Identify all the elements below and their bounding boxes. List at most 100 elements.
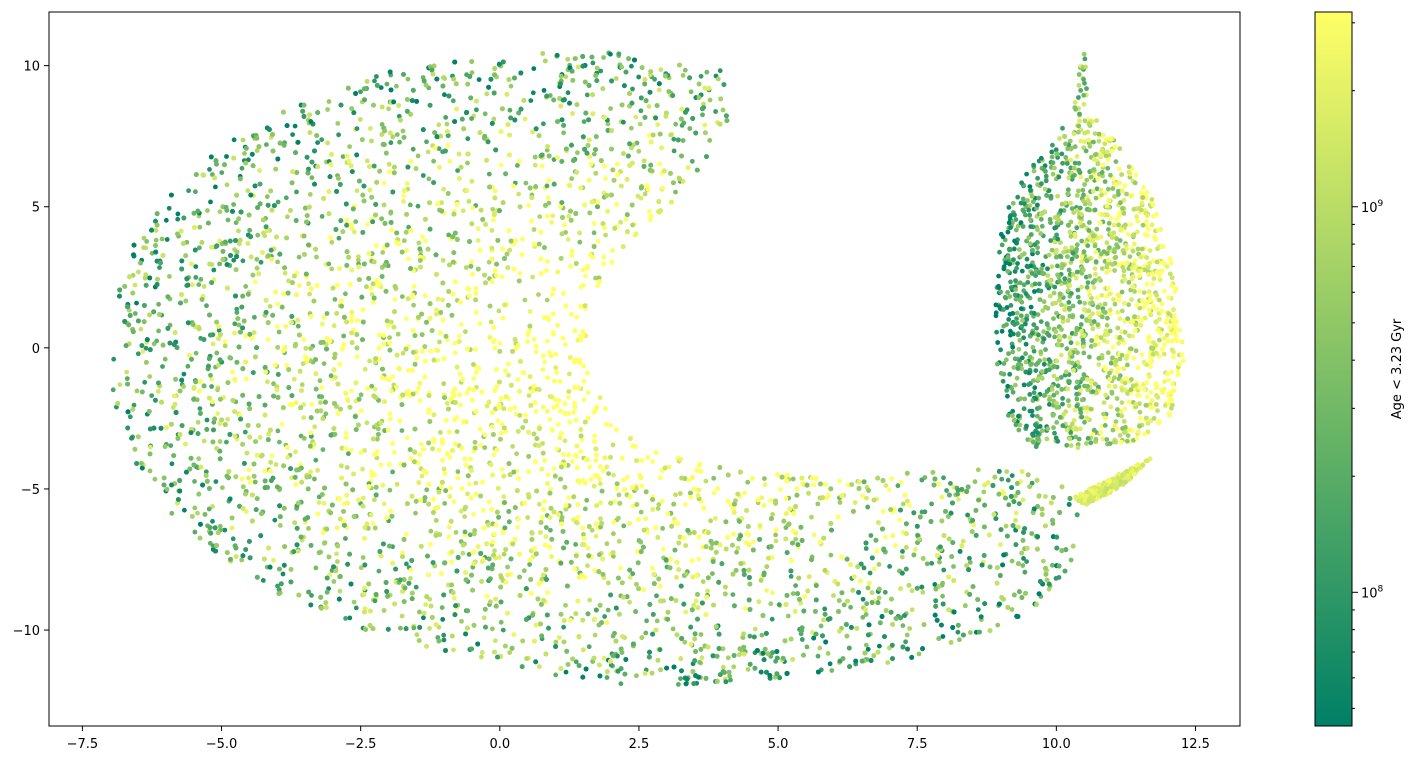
scatter-point [720, 107, 726, 113]
scatter-point [811, 532, 817, 538]
scatter-point [433, 518, 439, 523]
scatter-point [871, 566, 877, 572]
scatter-point [629, 63, 634, 69]
scatter-point [454, 429, 460, 434]
scatter-point [437, 339, 442, 345]
scatter-point [312, 476, 317, 482]
scatter-point [616, 492, 622, 498]
scatter-point [793, 536, 799, 542]
scatter-point [563, 230, 568, 235]
scatter-point [501, 406, 507, 412]
scatter-point [975, 607, 981, 612]
scatter-point [404, 181, 410, 186]
scatter-point [213, 184, 218, 190]
scatter-point [219, 170, 225, 176]
scatter-point [280, 571, 286, 577]
scatter-point [329, 568, 335, 573]
scatter-point [455, 168, 460, 174]
scatter-point [440, 257, 446, 263]
scatter-point [759, 495, 765, 501]
scatter-point [696, 556, 702, 562]
scatter-point [563, 602, 568, 608]
scatter-point [257, 435, 263, 440]
scatter-point [294, 189, 299, 195]
scatter-point [358, 117, 363, 122]
scatter-point [358, 89, 363, 95]
scatter-point [193, 189, 198, 195]
scatter-point [130, 273, 136, 278]
scatter-point [301, 436, 307, 441]
scatter-point [387, 411, 393, 417]
scatter-point [1024, 559, 1029, 564]
scatter-point [234, 306, 240, 312]
scatter-point [392, 297, 398, 302]
scatter-point [1003, 523, 1009, 529]
scatter-point [368, 125, 373, 131]
scatter-point [386, 106, 391, 112]
scatter-point [279, 421, 285, 427]
scatter-point [799, 637, 805, 642]
scatter-point [595, 283, 601, 288]
scatter-point [365, 222, 370, 227]
scatter-point [387, 340, 392, 345]
scatter-point [1005, 477, 1011, 483]
scatter-point [671, 136, 677, 142]
scatter-point [498, 430, 504, 436]
scatter-point [864, 601, 870, 607]
scatter-point [217, 209, 223, 215]
scatter-point [309, 175, 315, 181]
scatter-point [580, 329, 586, 334]
scatter-point [356, 254, 361, 260]
scatter-point [450, 98, 456, 104]
scatter-point [506, 372, 511, 378]
scatter-point [498, 619, 504, 625]
scatter-point [207, 167, 212, 172]
scatter-point [271, 381, 276, 387]
scatter-point [400, 350, 406, 356]
scatter-point [762, 476, 767, 481]
scatter-point [445, 337, 450, 343]
scatter-point [295, 323, 301, 329]
scatter-point [169, 510, 175, 516]
scatter-point [466, 199, 472, 204]
scatter-point [999, 476, 1005, 482]
scatter-point [299, 382, 305, 388]
scatter-point [548, 486, 553, 492]
scatter-point [618, 219, 623, 225]
scatter-point [593, 275, 598, 281]
scatter-point [323, 411, 329, 417]
scatter-point [242, 429, 248, 435]
scatter-point [356, 257, 361, 263]
scatter-point [683, 543, 689, 548]
scatter-point [899, 554, 905, 560]
scatter-point [960, 538, 966, 544]
scatter-point [394, 132, 400, 138]
scatter-point [460, 550, 466, 556]
scatter-point [428, 528, 434, 534]
scatter-point [788, 574, 794, 579]
scatter-point [475, 238, 481, 243]
scatter-point [610, 442, 616, 448]
scatter-point [880, 509, 886, 514]
scatter-point [499, 467, 505, 472]
scatter-point [222, 339, 228, 344]
scatter-point [647, 209, 652, 214]
scatter-point [505, 564, 510, 570]
scatter-point [916, 651, 922, 657]
scatter-point [209, 384, 215, 389]
scatter-point [713, 516, 718, 521]
scatter-point [381, 501, 387, 507]
scatter-point [470, 205, 476, 211]
scatter-point [364, 521, 370, 527]
scatter-point [210, 341, 216, 347]
scatter-point [487, 499, 492, 505]
scatter-point [423, 602, 428, 607]
scatter-point [727, 673, 733, 679]
scatter-point [413, 510, 418, 516]
scatter-point [416, 240, 422, 246]
scatter-point [621, 523, 627, 529]
scatter-point [255, 232, 261, 238]
scatter-point [353, 605, 359, 611]
scatter-point [681, 120, 687, 126]
scatter-point [849, 482, 855, 487]
